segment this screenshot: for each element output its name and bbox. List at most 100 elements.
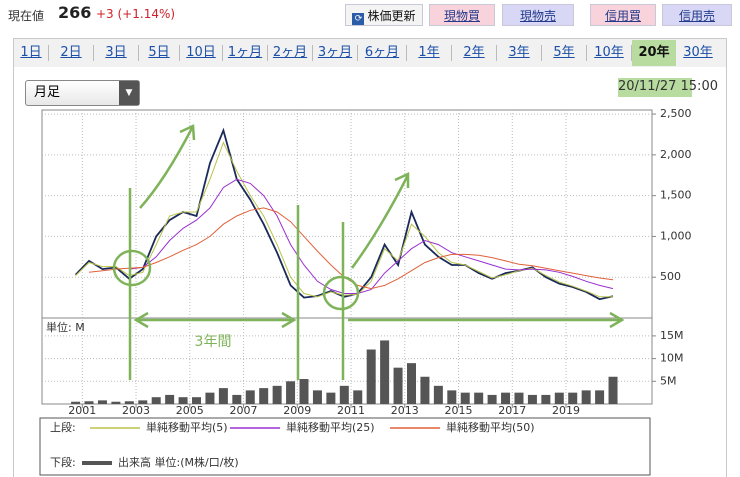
volume-bar (151, 397, 161, 404)
annotation-circle (322, 275, 360, 311)
volume-bar (406, 363, 416, 404)
refresh-icon: ⟳ (352, 13, 365, 25)
current-price: 266 (58, 3, 92, 22)
volume-bar (581, 390, 591, 404)
button[interactable]: 信用買 (590, 4, 656, 26)
x-tick-label: 2001 (68, 404, 96, 417)
annotation-arrow (139, 124, 196, 209)
volume-bar (339, 385, 349, 404)
tab[interactable]: 1ヶ月 (223, 45, 268, 61)
annotation-circle (112, 249, 152, 287)
tab[interactable]: 6ヶ月 (358, 45, 407, 61)
legend-entry: 単純移動平均(5) (146, 420, 228, 434)
volume-bar (608, 376, 618, 404)
volume-bar (312, 390, 322, 404)
tab[interactable]: 3日 (94, 45, 139, 61)
annotation-arrow (133, 311, 297, 329)
select-arrow: ▼ (119, 81, 139, 105)
volume-bar (353, 390, 363, 404)
volume-bar (554, 392, 564, 404)
volume-bar (474, 392, 484, 404)
volume-bar (138, 400, 148, 404)
button[interactable]: 現物買 (429, 4, 495, 26)
volume-bar (595, 390, 605, 404)
volume-bar (527, 394, 537, 404)
volume-bar (326, 392, 336, 404)
tab[interactable]: 30年 (683, 45, 713, 60)
tab[interactable]: 2日 (49, 45, 94, 61)
volume-bar (501, 392, 511, 404)
y-tick-label: 2,000 (660, 148, 692, 161)
x-tick-label: 2017 (498, 404, 526, 417)
unit-label: 単位: M (46, 320, 85, 334)
x-tick-label: 2003 (122, 404, 150, 417)
x-tick-label: 2015 (445, 404, 473, 417)
volume-bar (192, 397, 202, 404)
volume-bar (205, 392, 215, 404)
x-tick-label: 2019 (552, 404, 580, 417)
tab[interactable]: 20年 (632, 40, 676, 66)
annotations (112, 124, 625, 380)
highlight (618, 78, 692, 97)
volume-bar (111, 401, 121, 404)
button[interactable]: ⟳ 株価更新 (345, 4, 423, 26)
y-tick-label: 10M (660, 352, 684, 365)
x-tick-label: 2009 (283, 404, 311, 417)
grid: 500 1,000 1,500 2,000 2,500 2001 2003 2005 2007 2… (42, 107, 692, 417)
tab[interactable]: 5日 (139, 45, 180, 61)
period-select[interactable]: 月足 ▼ (25, 80, 140, 106)
y-tick-label: 2,500 (660, 107, 692, 120)
volume-bar (218, 388, 228, 404)
volume-bar (71, 401, 81, 404)
legend-entry: 単純移動平均(25) (286, 420, 375, 434)
legend: 上段: 単純移動平均(5) 単純移動平均(25) 単純移動平均(50) 下段: 出来高 単… (50, 420, 535, 469)
tab[interactable]: 3年 (497, 45, 542, 61)
y-tick-label: 1,500 (660, 189, 692, 202)
marks (71, 127, 618, 404)
tab[interactable]: 2年 (452, 45, 497, 61)
annotation-arrow (350, 172, 410, 269)
tab[interactable]: 1年 (407, 45, 452, 61)
volume-bar (124, 401, 134, 404)
tab[interactable]: 10日 (180, 45, 223, 61)
volume-bar (366, 349, 376, 404)
legend-entry: 単純移動平均(50) (446, 420, 535, 434)
volume-bar (487, 394, 497, 404)
ma-line (129, 178, 614, 294)
tab[interactable]: 2ヶ月 (268, 45, 313, 61)
tab[interactable]: 3ヶ月 (313, 45, 358, 61)
x-tick-label: 2013 (391, 404, 419, 417)
y-tick-label: 500 (660, 270, 681, 283)
volume-bar (460, 392, 470, 404)
chart-panel (13, 38, 727, 477)
tab[interactable]: 10年 (587, 45, 632, 61)
tab[interactable]: 1日 (14, 45, 49, 61)
button[interactable]: 現物売 (502, 4, 574, 26)
button[interactable]: 信用売 (662, 4, 732, 26)
tab[interactable]: 5年 (542, 45, 587, 61)
volume-bar (84, 401, 94, 404)
legend-box (39, 417, 651, 476)
volume-bar (165, 394, 175, 404)
legend-label: 下段: (50, 455, 76, 469)
price-label: 現在値 (8, 9, 45, 23)
legend-label: 上段: (50, 420, 76, 434)
volume-bar (420, 376, 430, 404)
plot-frame (41, 109, 653, 405)
volume-bar (232, 394, 242, 404)
y-tick-label: 1,000 (660, 229, 692, 242)
annotation-text: 3年間 (195, 334, 232, 350)
y-tick-label: 15M (660, 329, 684, 342)
select-value: 月足 (34, 85, 61, 100)
volume-bar (272, 385, 282, 404)
volume-bar (299, 379, 309, 404)
volume-bar (433, 385, 443, 404)
annotation-arrow (348, 311, 625, 329)
volume-bar (380, 340, 390, 404)
x-tick-label: 2011 (337, 404, 365, 417)
volume-bar (393, 367, 403, 404)
volume-bar (245, 390, 255, 404)
